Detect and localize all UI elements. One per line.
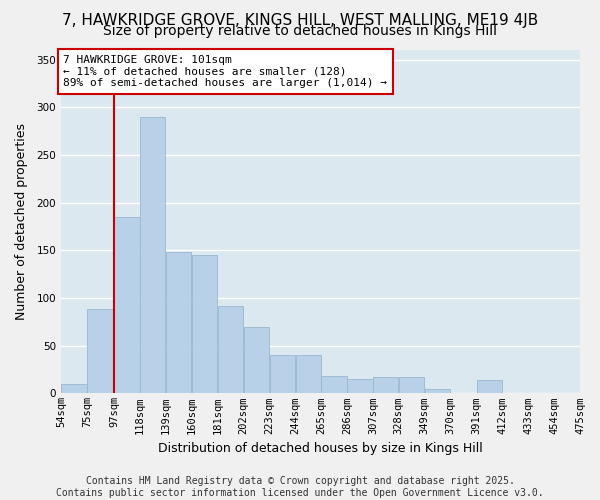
Bar	[114, 217, 140, 394]
Text: 7 HAWKRIDGE GROVE: 101sqm
← 11% of detached houses are smaller (128)
89% of semi: 7 HAWKRIDGE GROVE: 101sqm ← 11% of detac…	[64, 55, 388, 88]
Bar	[347, 379, 373, 394]
Bar	[166, 252, 191, 394]
Text: Contains HM Land Registry data © Crown copyright and database right 2025.
Contai: Contains HM Land Registry data © Crown c…	[56, 476, 544, 498]
X-axis label: Distribution of detached houses by size in Kings Hill: Distribution of detached houses by size …	[158, 442, 483, 455]
Y-axis label: Number of detached properties: Number of detached properties	[15, 123, 28, 320]
Bar	[373, 377, 398, 394]
Bar	[296, 355, 321, 394]
Text: Size of property relative to detached houses in Kings Hill: Size of property relative to detached ho…	[103, 24, 497, 38]
Bar	[218, 306, 243, 394]
Bar	[87, 310, 113, 394]
Bar	[425, 388, 450, 394]
Bar	[322, 376, 347, 394]
Bar	[244, 326, 269, 394]
Bar	[61, 384, 86, 394]
Bar	[477, 380, 502, 394]
Bar	[192, 255, 217, 394]
Bar	[140, 117, 166, 394]
Text: 7, HAWKRIDGE GROVE, KINGS HILL, WEST MALLING, ME19 4JB: 7, HAWKRIDGE GROVE, KINGS HILL, WEST MAL…	[62, 12, 538, 28]
Bar	[399, 377, 424, 394]
Bar	[269, 355, 295, 394]
